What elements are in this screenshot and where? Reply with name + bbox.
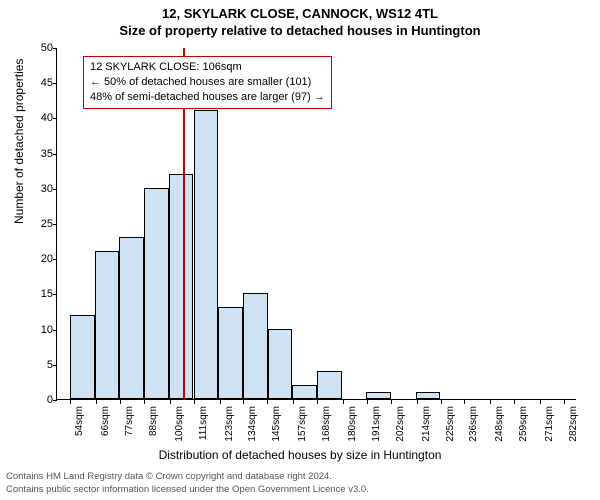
x-tick-mark [564,400,565,404]
x-tick-label: 145sqm [271,406,282,442]
x-tick-mark [220,400,221,404]
x-tick-mark [70,400,71,404]
y-axis-label: Number of detached properties [12,59,26,224]
y-tick-label: 35 [27,148,53,160]
x-tick-mark [120,400,121,404]
x-tick-label: 214sqm [421,406,432,442]
x-tick-label: 134sqm [247,406,258,442]
x-tick-mark [194,400,195,404]
y-tick-mark [53,400,57,401]
x-tick-label: 88sqm [148,406,159,436]
y-tick-mark [53,294,57,295]
plot-area: 0510152025303540455054sqm66sqm77sqm88sqm… [56,48,576,400]
footer-line1: Contains HM Land Registry data © Crown c… [6,471,369,483]
x-tick-mark [170,400,171,404]
x-tick-label: 157sqm [297,406,308,442]
y-tick-mark [53,224,57,225]
x-axis-label: Distribution of detached houses by size … [0,448,600,462]
y-tick-mark [53,118,57,119]
x-tick-mark [267,400,268,404]
info-box: 12 SKYLARK CLOSE: 106sqm← 50% of detache… [83,56,332,109]
x-tick-label: 271sqm [544,406,555,442]
x-tick-mark [417,400,418,404]
histogram-bar [144,188,169,399]
x-tick-label: 282sqm [568,406,579,442]
y-tick-label: 50 [27,42,53,54]
info-box-line: ← 50% of detached houses are smaller (10… [90,75,325,90]
y-tick-label: 25 [27,218,53,230]
x-tick-mark [144,400,145,404]
x-tick-label: 191sqm [371,406,382,442]
x-tick-label: 225sqm [445,406,456,442]
y-tick-label: 10 [27,324,53,336]
histogram-bar [243,293,268,399]
x-tick-mark [514,400,515,404]
histogram-bar [169,174,194,399]
x-tick-mark [243,400,244,404]
histogram-bar [366,392,391,399]
info-box-line: 48% of semi-detached houses are larger (… [90,90,325,105]
x-tick-label: 66sqm [100,406,111,436]
y-tick-mark [53,83,57,84]
y-tick-mark [53,154,57,155]
histogram-bar [268,329,293,399]
y-tick-label: 20 [27,253,53,265]
x-tick-label: 236sqm [468,406,479,442]
y-tick-mark [53,48,57,49]
y-tick-mark [53,259,57,260]
x-tick-label: 248sqm [494,406,505,442]
x-tick-label: 202sqm [395,406,406,442]
x-tick-mark [96,400,97,404]
footer-attribution: Contains HM Land Registry data © Crown c… [6,471,369,496]
x-tick-mark [490,400,491,404]
histogram-bar [218,307,243,399]
y-tick-label: 0 [27,394,53,406]
x-tick-mark [317,400,318,404]
y-tick-mark [53,365,57,366]
x-tick-label: 111sqm [198,406,209,440]
histogram-bar [95,251,120,399]
chart-title: Size of property relative to detached ho… [0,23,600,38]
chart-area: 0510152025303540455054sqm66sqm77sqm88sqm… [56,48,576,400]
x-tick-mark [367,400,368,404]
footer-line2: Contains public sector information licen… [6,484,369,496]
histogram-bar [317,371,342,399]
histogram-bar [119,237,144,399]
y-tick-label: 15 [27,288,53,300]
x-tick-label: 168sqm [321,406,332,442]
x-tick-mark [464,400,465,404]
x-tick-label: 259sqm [518,406,529,442]
histogram-bar [70,315,95,399]
x-tick-label: 77sqm [124,406,135,436]
x-tick-mark [441,400,442,404]
x-tick-mark [391,400,392,404]
y-tick-mark [53,189,57,190]
y-tick-label: 45 [27,77,53,89]
x-tick-label: 100sqm [174,406,185,442]
y-tick-label: 30 [27,183,53,195]
y-tick-mark [53,330,57,331]
info-box-line: 12 SKYLARK CLOSE: 106sqm [90,60,325,75]
x-tick-mark [293,400,294,404]
x-tick-mark [343,400,344,404]
histogram-bar [292,385,317,399]
histogram-bar [194,110,219,399]
y-tick-label: 5 [27,359,53,371]
x-tick-mark [540,400,541,404]
x-tick-label: 123sqm [224,406,235,442]
x-tick-label: 180sqm [347,406,358,442]
x-tick-label: 54sqm [74,406,85,436]
address-title: 12, SKYLARK CLOSE, CANNOCK, WS12 4TL [0,6,600,21]
histogram-bar [416,392,441,399]
y-tick-label: 40 [27,112,53,124]
